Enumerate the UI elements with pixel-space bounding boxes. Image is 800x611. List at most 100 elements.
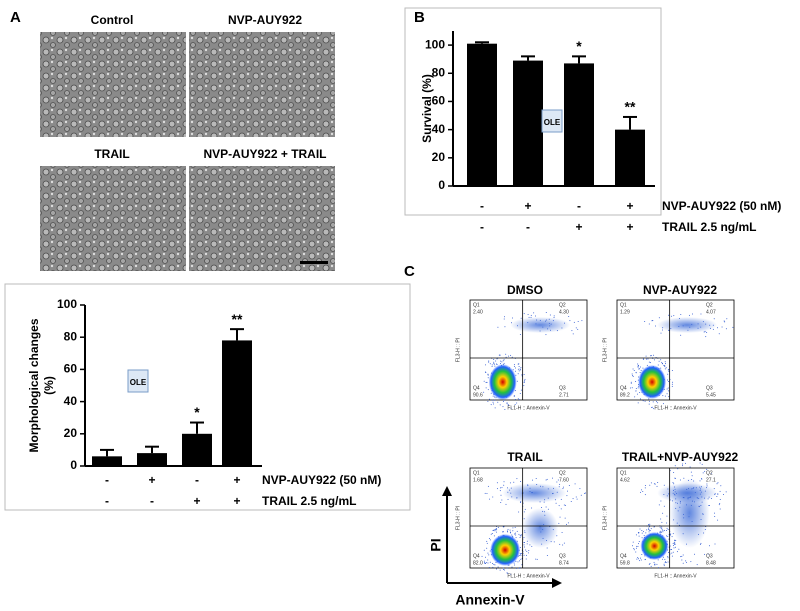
- plot-area: [469, 299, 588, 401]
- event-dot: [500, 360, 502, 362]
- event-dot: [677, 468, 679, 470]
- event-dot: [568, 316, 570, 318]
- event-dot: [541, 507, 543, 509]
- event-dot: [507, 404, 509, 406]
- event-dot: [514, 370, 516, 372]
- event-dot: [510, 532, 512, 534]
- event-dot: [506, 530, 508, 532]
- event-dot: [492, 496, 494, 498]
- event-dot: [632, 541, 634, 543]
- event-dot: [485, 561, 487, 563]
- event-dot: [673, 547, 675, 549]
- event-dot: [666, 379, 668, 381]
- event-dot: [485, 387, 487, 389]
- event-dot: [648, 529, 650, 531]
- event-dot: [519, 368, 521, 370]
- event-dot: [525, 549, 527, 551]
- event-dot: [680, 556, 682, 558]
- event-dot: [649, 530, 651, 532]
- event-dot: [634, 396, 636, 398]
- event-dot: [484, 561, 486, 563]
- event-dot: [664, 365, 666, 367]
- event-dot: [701, 463, 703, 465]
- event-dot: [571, 330, 573, 332]
- event-dot: [487, 389, 489, 391]
- event-dot: [659, 526, 661, 528]
- event-dot: [493, 361, 495, 363]
- event-dot: [502, 567, 504, 569]
- event-dot: [576, 498, 578, 500]
- event-dot: [659, 531, 661, 533]
- event-dot: [674, 477, 676, 479]
- plot-title: TRAIL+NVP-AUY922: [622, 450, 739, 464]
- event-dot: [521, 552, 523, 554]
- event-dot: [664, 366, 666, 368]
- event-dot: [674, 465, 676, 467]
- event-dot: [513, 395, 515, 397]
- event-dot: [673, 471, 675, 473]
- event-dot: [660, 500, 662, 502]
- event-dot: [639, 560, 641, 562]
- y-tick-label: 60: [64, 362, 78, 376]
- event-dot: [547, 497, 549, 499]
- event-dot: [527, 314, 529, 316]
- event-dot: [507, 531, 509, 533]
- event-dot: [499, 354, 501, 356]
- event-dot: [496, 568, 498, 570]
- event-dot: [635, 388, 637, 390]
- event-dot: [500, 502, 502, 504]
- event-dot: [642, 490, 644, 492]
- event-dot: [680, 334, 682, 336]
- event-dot: [661, 361, 663, 363]
- event-dot: [699, 480, 701, 482]
- event-dot: [686, 561, 688, 563]
- event-dot: [497, 526, 499, 528]
- event-dot: [506, 402, 508, 404]
- event-dot: [732, 326, 734, 328]
- event-dot: [665, 562, 667, 564]
- event-dot: [519, 553, 521, 555]
- event-dot: [657, 481, 659, 483]
- event-dot: [565, 523, 567, 525]
- event-dot: [661, 526, 663, 528]
- quadrant-name: Q4: [620, 385, 627, 391]
- quadrant-name: Q2: [559, 470, 566, 476]
- event-dot: [514, 526, 516, 528]
- event-dot: [487, 562, 489, 564]
- y-tick-label: 20: [432, 150, 446, 164]
- event-dot: [505, 353, 507, 355]
- event-dot: [525, 558, 527, 560]
- event-dot: [524, 508, 526, 510]
- condition-sign: +: [626, 220, 633, 234]
- event-dot: [573, 321, 575, 323]
- event-dot: [518, 533, 520, 535]
- event-dot: [645, 532, 647, 534]
- event-dot: [679, 502, 681, 504]
- event-dot: [523, 544, 525, 546]
- event-dot: [531, 545, 533, 547]
- event-dot: [490, 392, 492, 394]
- event-dot: [674, 546, 676, 548]
- condition-sign: +: [193, 494, 200, 508]
- y-axis-label: FL3-H :: PI: [455, 506, 461, 530]
- event-dot: [502, 400, 504, 402]
- event-dot: [641, 537, 643, 539]
- event-dot: [667, 551, 669, 553]
- event-dot: [646, 529, 648, 531]
- event-dot: [661, 329, 663, 331]
- event-dot: [489, 539, 491, 541]
- event-dot: [566, 495, 568, 497]
- event-dot: [720, 485, 722, 487]
- event-dot: [555, 502, 557, 504]
- event-dot: [667, 556, 669, 558]
- event-dot: [671, 385, 673, 387]
- event-dot: [523, 554, 525, 556]
- event-dot: [648, 323, 650, 325]
- event-dot: [491, 532, 493, 534]
- event-dot: [546, 547, 548, 549]
- event-dot: [511, 534, 513, 536]
- event-dot: [644, 487, 646, 489]
- condition-name: TRAIL 2.5 ng/mL: [662, 220, 756, 234]
- event-dot: [648, 361, 650, 363]
- event-dot: [721, 326, 723, 328]
